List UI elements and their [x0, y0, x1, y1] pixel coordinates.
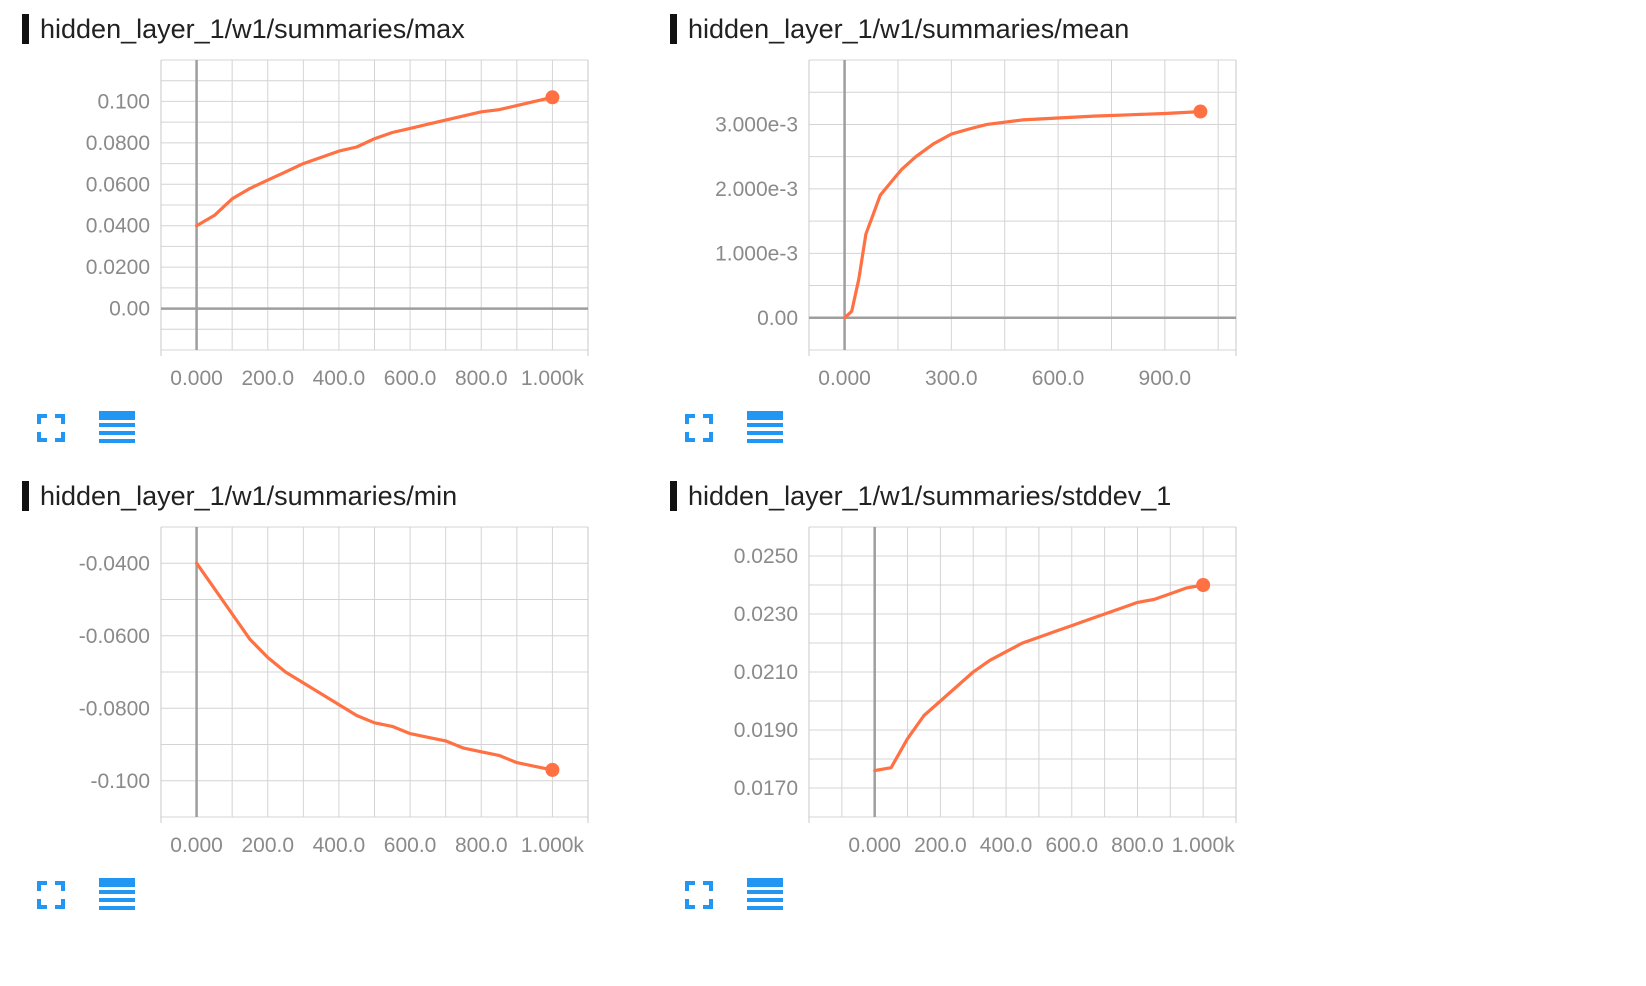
y-tick-label: 0.0230 [734, 603, 798, 626]
title-marker [22, 481, 29, 511]
x-tick-label: 400.0 [980, 834, 1033, 857]
y-tick-label: 3.000e-3 [715, 113, 798, 136]
data-table-icon[interactable] [747, 411, 783, 445]
data-table-icon[interactable] [747, 878, 783, 912]
y-tick-label: -0.0400 [79, 552, 150, 575]
line-chart[interactable]: 0.00 1.000e-3 2.000e-3 3.000e-3 0.000 300.0 60… [670, 10, 1310, 410]
chart-title: hidden_layer_1/w1/summaries/stddev_1 [670, 477, 1171, 515]
x-tick-label: 600.0 [1032, 367, 1085, 390]
x-tick-label: 600.0 [384, 367, 437, 390]
title-marker [22, 14, 29, 44]
x-tick-label: 900.0 [1139, 367, 1192, 390]
x-tick-label: 0.000 [848, 834, 901, 857]
y-tick-label: 0.0600 [86, 173, 150, 196]
line-chart[interactable]: 0.0170 0.0190 0.0210 0.0230 0.0250 0.000 200.0… [670, 477, 1310, 877]
x-tick-label: 1.000k [521, 834, 585, 857]
chart-card-mean: hidden_layer_1/w1/summaries/mean 0.00 1.0… [670, 10, 1310, 480]
y-tick-label: 0.100 [97, 90, 150, 113]
chart-title-text: hidden_layer_1/w1/summaries/min [40, 480, 458, 511]
y-tick-label: 0.0190 [734, 719, 798, 742]
x-tick-label: 800.0 [455, 367, 508, 390]
y-tick-label: 0.0170 [734, 777, 798, 800]
series-line [195, 561, 555, 772]
x-tick-label: 200.0 [914, 834, 967, 857]
data-table-icon[interactable] [99, 878, 135, 912]
series-last-point [1196, 578, 1211, 592]
y-tick-label: 0.0250 [734, 545, 798, 568]
x-tick-label: 200.0 [241, 834, 294, 857]
y-tick-label: 0.00 [757, 307, 798, 330]
y-tick-label: 0.0210 [734, 661, 798, 684]
y-tick-label: 0.0200 [86, 256, 150, 279]
line-chart[interactable]: -0.100 -0.0800 -0.0600 -0.0400 0.000 200.0 400… [22, 477, 662, 877]
chart-title: hidden_layer_1/w1/summaries/max [22, 10, 465, 48]
chart-title: hidden_layer_1/w1/summaries/min [22, 477, 457, 515]
chart-title-text: hidden_layer_1/w1/summaries/stddev_1 [688, 480, 1172, 511]
x-tick-label: 800.0 [1111, 834, 1164, 857]
y-tick-label: -0.0800 [79, 697, 150, 720]
x-tick-label: 1.000k [521, 367, 585, 390]
y-tick-label: 2.000e-3 [715, 178, 798, 201]
y-tick-label: -0.0600 [79, 625, 150, 648]
series-last-point [545, 90, 560, 105]
x-tick-label: 600.0 [1045, 834, 1098, 857]
x-tick-label: 1.000k [1172, 834, 1236, 857]
y-tick-label: 1.000e-3 [715, 242, 798, 265]
fullscreen-icon[interactable] [36, 880, 66, 910]
chart-title: hidden_layer_1/w1/summaries/mean [670, 10, 1129, 48]
y-tick-label: -0.100 [90, 770, 150, 793]
fullscreen-icon[interactable] [684, 413, 714, 443]
x-tick-label: 400.0 [313, 367, 366, 390]
x-tick-label: 0.000 [818, 367, 871, 390]
y-tick-label: 0.0800 [86, 132, 150, 155]
fullscreen-icon[interactable] [36, 413, 66, 443]
series-line [843, 109, 1203, 320]
series-last-point [1193, 104, 1208, 119]
x-tick-label: 200.0 [241, 367, 294, 390]
series-last-point [545, 762, 560, 777]
x-tick-label: 0.000 [170, 834, 223, 857]
x-tick-label: 0.000 [170, 367, 223, 390]
line-chart[interactable]: 0.00 0.0200 0.0400 0.0600 0.0800 0.100 0.000 20… [22, 10, 662, 410]
chart-card-min: hidden_layer_1/w1/summaries/min -0.100 -0… [22, 477, 662, 947]
title-marker [670, 481, 677, 511]
fullscreen-icon[interactable] [684, 880, 714, 910]
chart-title-text: hidden_layer_1/w1/summaries/max [40, 13, 465, 44]
y-tick-label: 0.0400 [86, 215, 150, 238]
x-tick-label: 600.0 [384, 834, 437, 857]
data-table-icon[interactable] [99, 411, 135, 445]
series-line [873, 583, 1205, 773]
x-tick-label: 400.0 [313, 834, 366, 857]
x-tick-label: 300.0 [925, 367, 978, 390]
y-tick-label: 0.00 [109, 298, 150, 321]
chart-card-max: hidden_layer_1/w1/summaries/max 0.00 0.02… [22, 10, 662, 480]
series-line [195, 95, 555, 228]
chart-card-stddev: hidden_layer_1/w1/summaries/stddev_1 0.0… [670, 477, 1310, 947]
x-tick-label: 800.0 [455, 834, 508, 857]
title-marker [670, 14, 677, 44]
chart-title-text: hidden_layer_1/w1/summaries/mean [688, 13, 1130, 44]
